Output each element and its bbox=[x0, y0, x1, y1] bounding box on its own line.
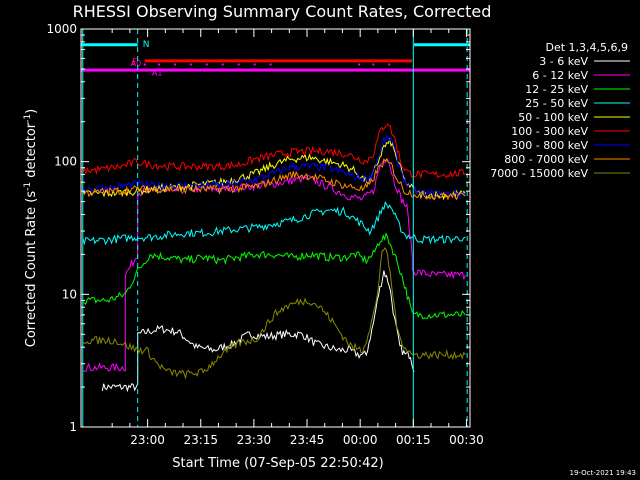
series-layer bbox=[82, 123, 466, 393]
flag-a1-dot-8 bbox=[253, 63, 256, 66]
vertical-markers bbox=[82, 29, 468, 427]
flag-a1-dot-1 bbox=[143, 63, 146, 66]
x-tick-label-2: 23:15 bbox=[183, 433, 218, 447]
series-line-9 bbox=[82, 247, 466, 380]
series-line-7 bbox=[82, 134, 466, 199]
flag-f: F bbox=[132, 57, 413, 68]
series-line-1 bbox=[101, 270, 415, 393]
legend-entry-2: 6 - 12 keV bbox=[532, 69, 630, 82]
legend-title: Det 1,3,4,5,6,9 bbox=[545, 41, 628, 54]
flag-a1-label: A1 bbox=[152, 69, 163, 78]
chart-title: RHESSI Observing Summary Count Rates, Co… bbox=[73, 2, 492, 21]
legend-label-5: 50 - 100 keV bbox=[518, 111, 588, 124]
y-axis-label-post: ) bbox=[24, 109, 39, 114]
legend-entry-8: 800 - 7000 keV bbox=[504, 153, 630, 166]
flag-a0-label: A0 bbox=[131, 59, 142, 68]
legend-entry-7: 300 - 800 keV bbox=[511, 139, 630, 152]
legend-label-6: 100 - 300 keV bbox=[511, 125, 588, 138]
series-5 bbox=[82, 137, 466, 201]
series-line-4 bbox=[82, 200, 466, 246]
series-3 bbox=[82, 232, 466, 320]
series-7 bbox=[82, 134, 466, 199]
series-line-8 bbox=[82, 157, 466, 201]
y-axis-label-pre: Corrected Count Rate (s bbox=[24, 191, 39, 348]
x-tick-label-5: 00:00 bbox=[343, 433, 378, 447]
y-axis-label-exp2: -1 bbox=[23, 114, 33, 123]
y-tick-label-2: 10 bbox=[62, 287, 77, 301]
x-tick-label-7: 00:30 bbox=[449, 433, 484, 447]
y-axis: 1 10 100 1000 bbox=[46, 22, 470, 434]
series-line-3 bbox=[82, 232, 466, 320]
plot-frame bbox=[80, 28, 471, 428]
flag-a1-dot-3 bbox=[173, 63, 176, 66]
flag-a1-dot-12 bbox=[388, 63, 391, 66]
x-tick-label-6: 00:15 bbox=[396, 433, 431, 447]
legend-label-4: 25 - 50 keV bbox=[525, 97, 588, 110]
footer-timestamp: 19-Oct-2021 19:43 bbox=[570, 469, 636, 477]
flag-a1-dot-9 bbox=[269, 63, 272, 66]
legend-entry-6: 100 - 300 keV bbox=[511, 125, 630, 138]
flag-a1-dot-5 bbox=[205, 63, 208, 66]
legend-entry-4: 25 - 50 keV bbox=[525, 97, 630, 110]
flag-a1-dot-10 bbox=[358, 63, 361, 66]
flag-a1-dot-7 bbox=[237, 63, 240, 66]
flag-a1-dot-2 bbox=[157, 63, 160, 66]
series-4 bbox=[82, 200, 466, 246]
legend-label-3: 12 - 25 keV bbox=[525, 83, 588, 96]
flag-n-label: N bbox=[143, 40, 150, 50]
x-axis: 23:00 23:15 23:30 23:45 00:00 00:15 00:30 bbox=[111, 29, 484, 447]
flag-a1-dot-6 bbox=[221, 63, 224, 66]
series-line-5 bbox=[82, 137, 466, 201]
series-line-6 bbox=[82, 123, 466, 180]
flag-a1: A1 bbox=[143, 63, 391, 78]
series-6 bbox=[82, 123, 466, 180]
series-9 bbox=[82, 247, 466, 380]
legend-label-9: 7000 - 15000 keV bbox=[490, 167, 588, 180]
legend-label-7: 300 - 800 keV bbox=[511, 139, 588, 152]
y-tick-label-4: 1000 bbox=[46, 22, 77, 36]
y-axis-label: Corrected Count Rate (s-1 detector-1) bbox=[23, 109, 39, 347]
flag-n: N bbox=[81, 40, 470, 50]
y-tick-label-3: 100 bbox=[54, 155, 77, 169]
flag-a0: A0 bbox=[81, 59, 470, 72]
x-tick-label-3: 23:30 bbox=[237, 433, 272, 447]
legend-entry-1: 3 - 6 keV bbox=[539, 55, 630, 68]
y-axis-label-exp1: -1 bbox=[23, 182, 33, 191]
legend-entry-3: 12 - 25 keV bbox=[525, 83, 630, 96]
legend-entry-5: 50 - 100 keV bbox=[518, 111, 630, 124]
flag-a1-dot-4 bbox=[189, 63, 192, 66]
series-1 bbox=[101, 270, 415, 393]
flag-f-label: F bbox=[132, 57, 138, 68]
series-8 bbox=[82, 157, 466, 201]
x-tick-label-4: 23:45 bbox=[290, 433, 325, 447]
legend-label-2: 6 - 12 keV bbox=[532, 69, 588, 82]
y-tick-label-1: 1 bbox=[69, 420, 77, 434]
legend-entry-9: 7000 - 15000 keV bbox=[490, 167, 630, 180]
x-tick-label-1: 23:00 bbox=[130, 433, 165, 447]
flag-a1-dot-11 bbox=[372, 63, 375, 66]
x-axis-label: Start Time (07-Sep-05 22:50:42) bbox=[172, 456, 383, 471]
legend-label-8: 800 - 7000 keV bbox=[504, 153, 588, 166]
legend-label-1: 3 - 6 keV bbox=[539, 55, 588, 68]
y-axis-label-mid: detector bbox=[24, 122, 39, 182]
